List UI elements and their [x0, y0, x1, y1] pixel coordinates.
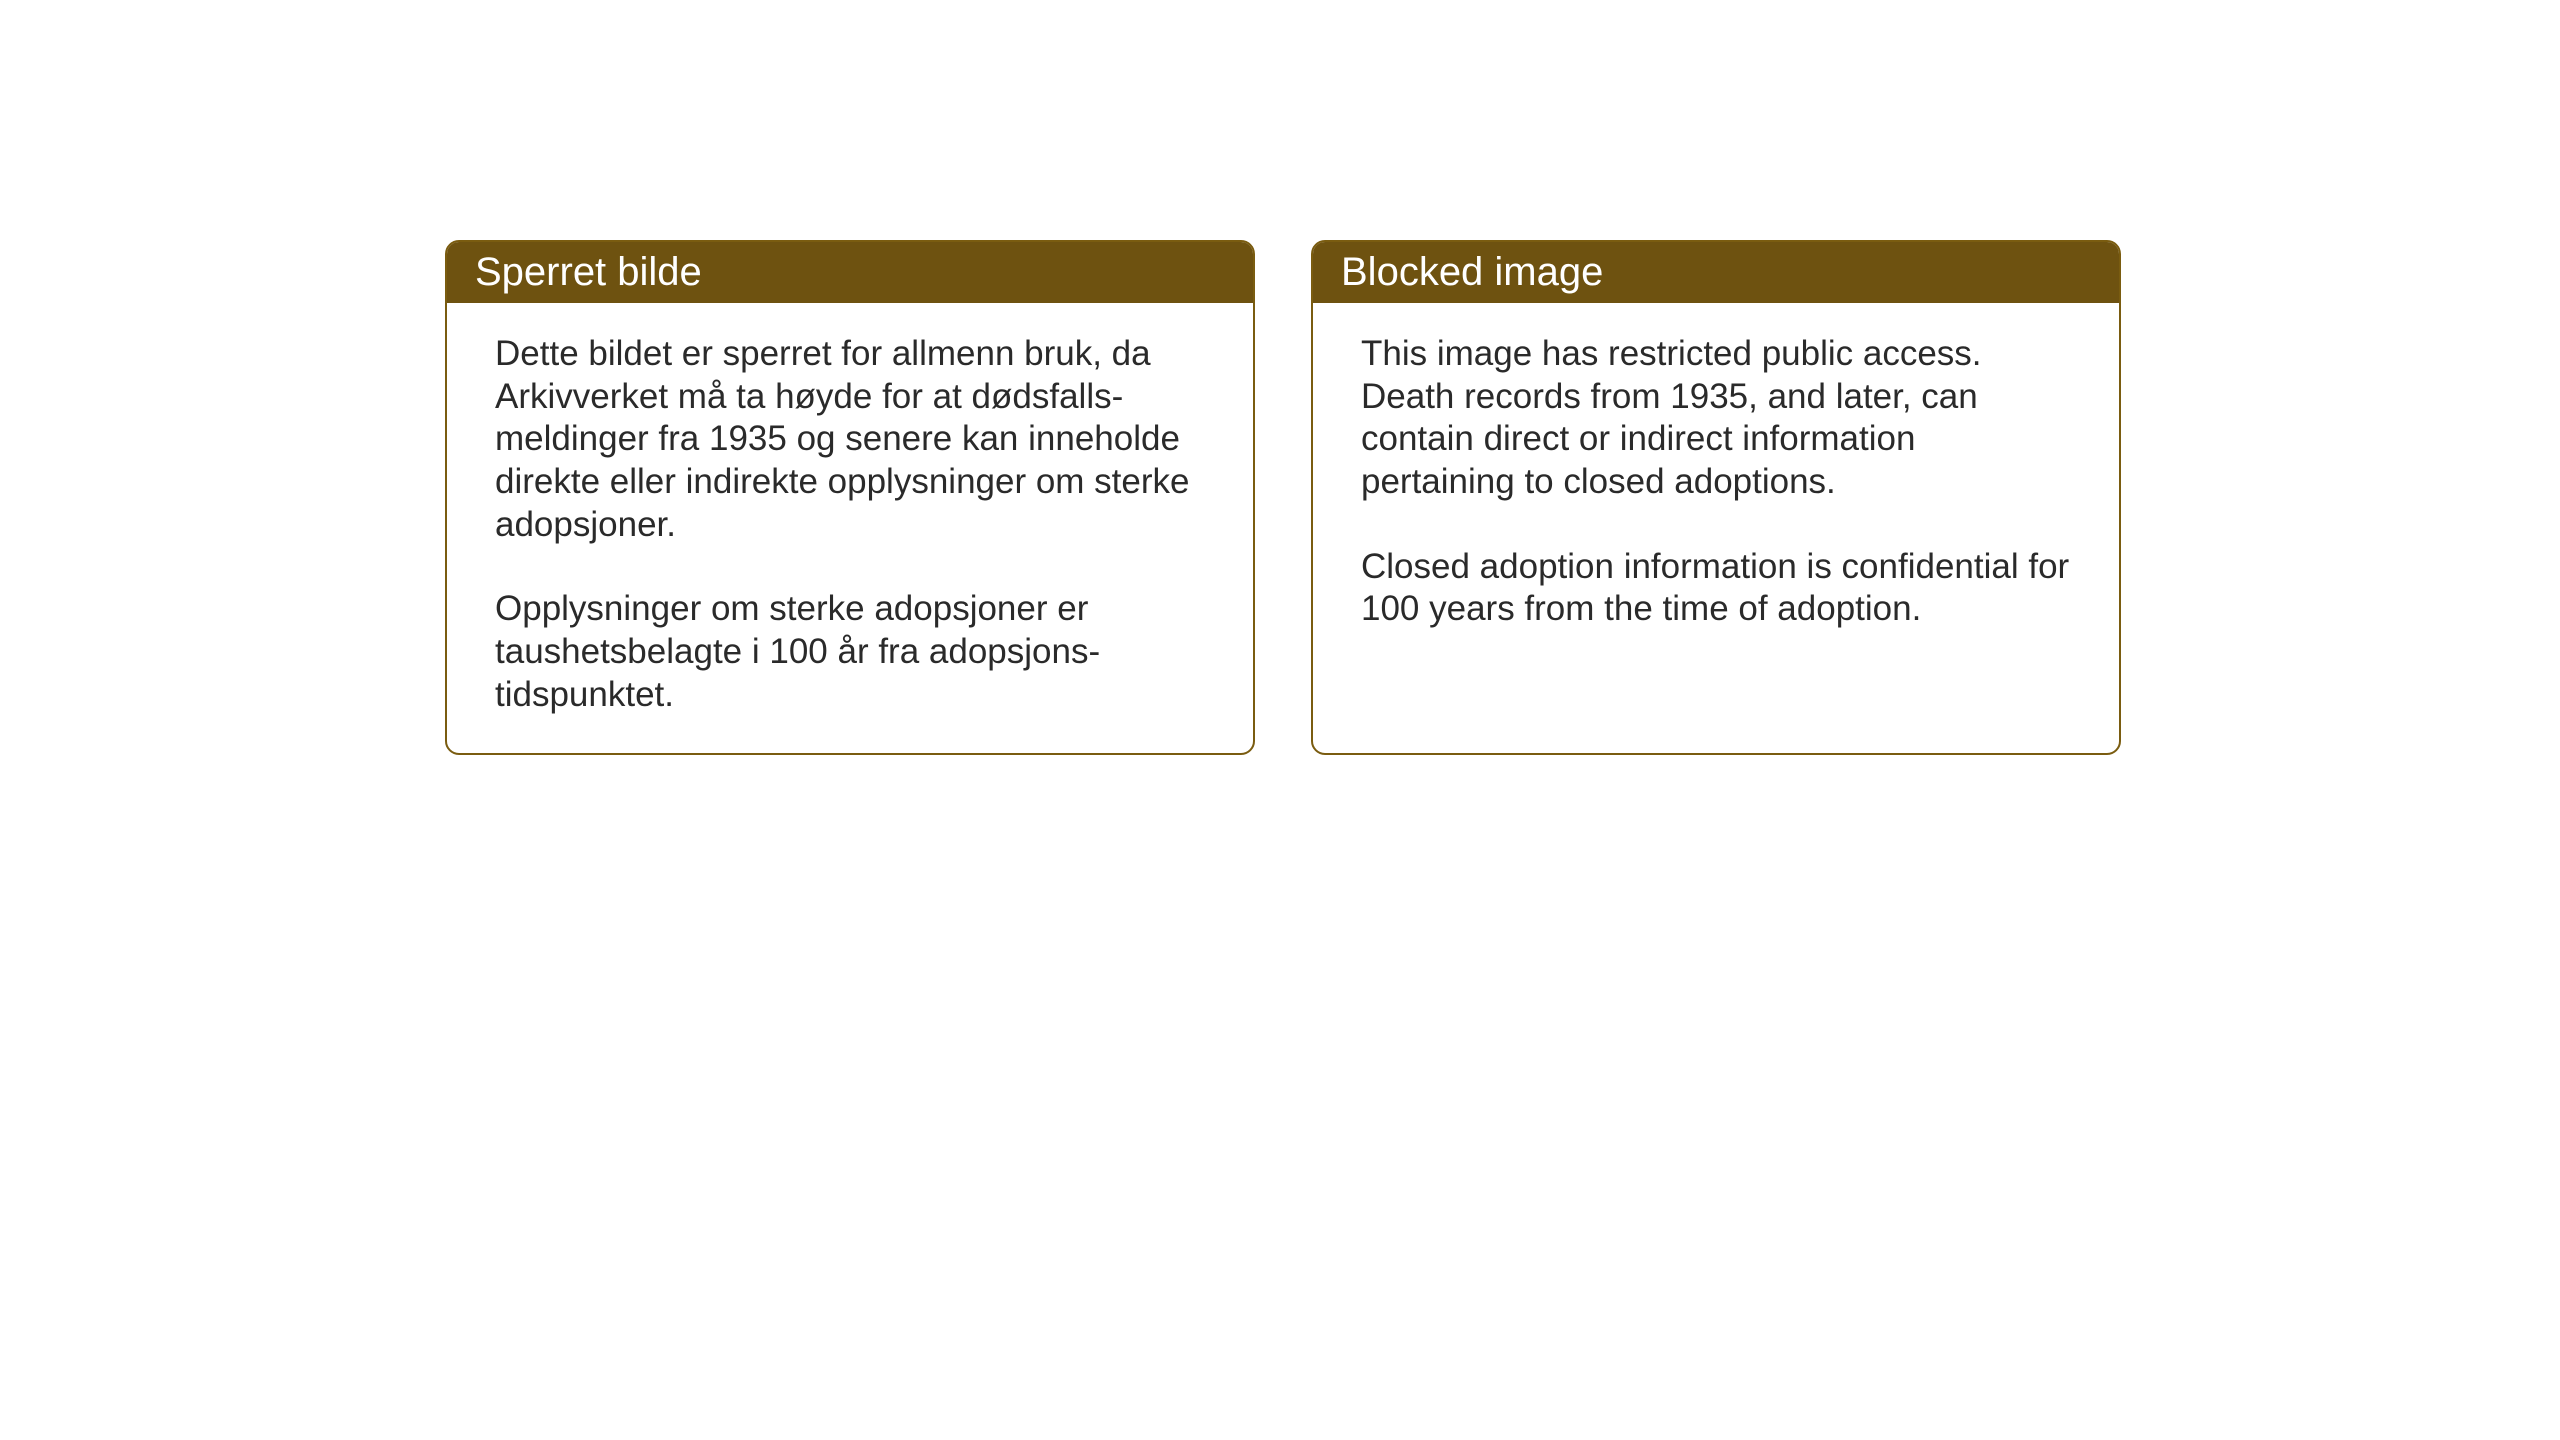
- notice-container: Sperret bilde Dette bildet er sperret fo…: [445, 240, 2121, 755]
- card-header-english: Blocked image: [1313, 242, 2119, 303]
- card-body-english: This image has restricted public access.…: [1313, 303, 2119, 733]
- card-header-norwegian: Sperret bilde: [447, 242, 1253, 303]
- card-para1-english: This image has restricted public access.…: [1361, 333, 2071, 504]
- card-title-english: Blocked image: [1341, 250, 1603, 294]
- card-para2-norwegian: Opplysninger om sterke adopsjoner er tau…: [495, 588, 1205, 716]
- notice-card-english: Blocked image This image has restricted …: [1311, 240, 2121, 755]
- card-body-norwegian: Dette bildet er sperret for allmenn bruk…: [447, 303, 1253, 753]
- card-para1-norwegian: Dette bildet er sperret for allmenn bruk…: [495, 333, 1205, 546]
- card-title-norwegian: Sperret bilde: [475, 250, 702, 294]
- notice-card-norwegian: Sperret bilde Dette bildet er sperret fo…: [445, 240, 1255, 755]
- card-para2-english: Closed adoption information is confident…: [1361, 546, 2071, 631]
